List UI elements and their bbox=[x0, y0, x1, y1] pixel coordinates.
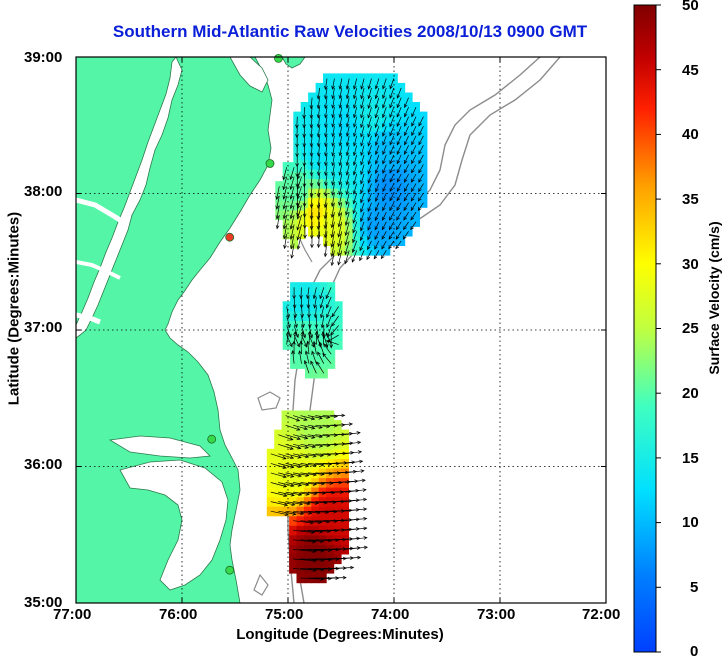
colorbar-tick-label: 25 bbox=[682, 320, 699, 337]
velocity-cell bbox=[330, 217, 338, 227]
colorbar-tick-label: 40 bbox=[682, 126, 699, 143]
colorbar-label: Surface Velocity (cm/s) bbox=[706, 198, 722, 398]
velocity-cell bbox=[360, 217, 368, 227]
velocity-cell bbox=[305, 368, 313, 378]
radar-station-marker bbox=[226, 233, 234, 241]
velocity-cell bbox=[290, 359, 298, 369]
velocity-cell bbox=[382, 131, 390, 141]
radar-station-marker bbox=[266, 160, 274, 168]
velocity-cell bbox=[335, 340, 343, 350]
colorbar-tick-label: 50 bbox=[682, 0, 699, 14]
y-tick-label: 37:00 bbox=[24, 319, 62, 336]
colorbar-tick-label: 0 bbox=[690, 643, 698, 660]
y-tick-label: 36:00 bbox=[24, 456, 62, 473]
colorbar-tick-label: 35 bbox=[682, 191, 699, 208]
colorbar-tick-label: 10 bbox=[682, 514, 699, 531]
x-tick-label: 72:00 bbox=[582, 606, 620, 623]
velocity-cell bbox=[323, 131, 331, 141]
radar-station-marker bbox=[275, 54, 283, 62]
velocity-cell bbox=[312, 368, 320, 378]
velocity-cell bbox=[275, 181, 283, 191]
x-tick-label: 73:00 bbox=[477, 606, 515, 623]
colorbar-gradient bbox=[634, 5, 656, 652]
y-axis-label: Latitude (Degrees:Minutes) bbox=[6, 209, 23, 409]
colorbar-tick-label: 15 bbox=[682, 450, 699, 467]
radar-station-marker bbox=[226, 566, 234, 574]
colorbar-tick-label: 5 bbox=[690, 579, 698, 596]
x-tick-label: 74:00 bbox=[371, 606, 409, 623]
radar-station-marker bbox=[208, 435, 216, 443]
velocity-arrow bbox=[297, 117, 298, 128]
velocity-cell bbox=[330, 131, 338, 141]
x-tick-label: 76:00 bbox=[159, 606, 197, 623]
x-tick-label: 75:00 bbox=[265, 606, 303, 623]
velocity-cell bbox=[316, 131, 324, 141]
colorbar-tick-label: 45 bbox=[682, 62, 699, 79]
colorbar-tick-label: 30 bbox=[682, 256, 699, 273]
velocity-cell bbox=[320, 359, 328, 369]
y-tick-label: 38:00 bbox=[24, 183, 62, 200]
colorbar-tick-label: 20 bbox=[682, 385, 699, 402]
colorbar-ticks bbox=[656, 5, 661, 652]
velocity-cell bbox=[320, 368, 328, 378]
x-tick-label: 77:00 bbox=[53, 606, 91, 623]
velocity-cell bbox=[345, 131, 353, 141]
x-axis-label: Longitude (Degrees:Minutes) bbox=[175, 626, 505, 643]
velocity-cell bbox=[338, 131, 346, 141]
y-tick-label: 39:00 bbox=[24, 49, 62, 66]
